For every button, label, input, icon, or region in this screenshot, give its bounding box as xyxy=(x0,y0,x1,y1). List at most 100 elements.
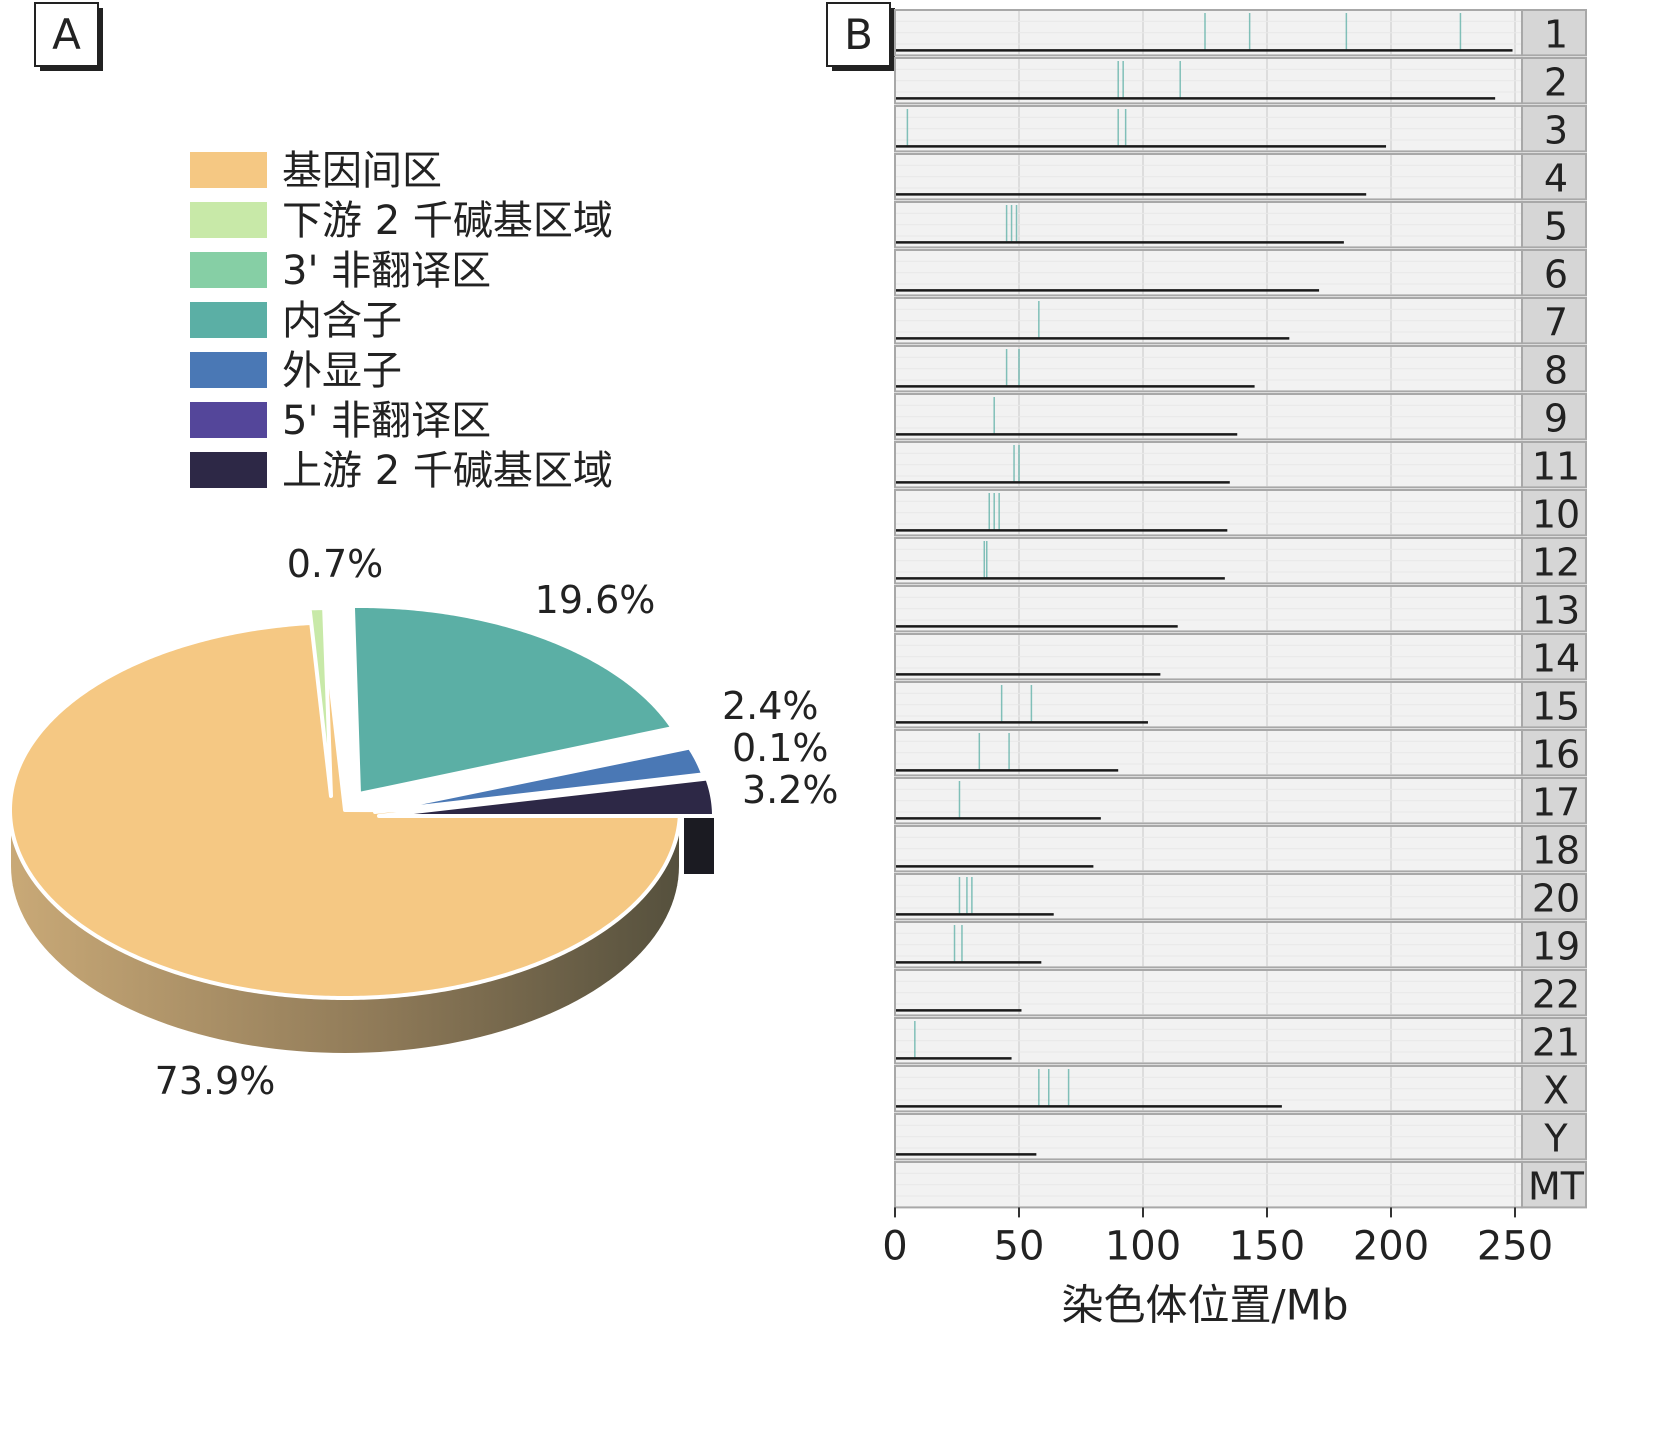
chrom-row-15: 15 xyxy=(894,681,1587,729)
chrom-strip xyxy=(1521,249,1587,297)
chrom-strip xyxy=(1521,729,1587,777)
pie-label-utr3: 0.1% xyxy=(732,726,829,770)
chrom-strip xyxy=(1521,489,1587,537)
chrom-strip xyxy=(1521,921,1587,969)
chrom-strip xyxy=(1521,585,1587,633)
x-tick-label: 100 xyxy=(1105,1223,1181,1269)
chrom-strip xyxy=(1521,1017,1587,1065)
chrom-row-13: 13 xyxy=(894,585,1587,633)
legend-item-downstream: 下游 2 千碱基区域 xyxy=(190,198,613,244)
legend-item-utr5: 5' 非翻译区 xyxy=(190,398,491,444)
chrom-row-12: 12 xyxy=(894,537,1587,585)
chrom-row-9: 9 xyxy=(894,393,1587,441)
chrom-name: 4 xyxy=(1544,156,1568,200)
pie-slice-upstream xyxy=(377,776,716,818)
chrom-row-22: 22 xyxy=(894,969,1587,1016)
pie-side-upstream xyxy=(684,818,714,874)
pie-slice-utr3 xyxy=(371,741,690,810)
chrom-row-8: 8 xyxy=(894,345,1587,393)
chrom-strip xyxy=(1521,1161,1587,1209)
legend-label: 3' 非翻译区 xyxy=(282,248,491,294)
chrom-strip xyxy=(1521,825,1587,873)
chrom-name: 16 xyxy=(1532,732,1580,776)
legend-swatch-utr5 xyxy=(190,402,267,438)
pie-label-intergenic: 73.9% xyxy=(155,1059,276,1103)
legend-swatch-upstream xyxy=(190,452,267,488)
chrom-strip xyxy=(1521,681,1587,729)
chrom-row-20: 20 xyxy=(894,873,1587,921)
chrom-row-4: 4 xyxy=(894,153,1587,201)
x-tick-label: 150 xyxy=(1229,1223,1305,1269)
chrom-row-19: 19 xyxy=(894,921,1587,969)
chrom-name: MT xyxy=(1528,1164,1585,1208)
pie-slice-exon xyxy=(373,745,706,814)
chrom-name: 14 xyxy=(1532,636,1580,680)
panel-b-label-text: B xyxy=(844,10,873,59)
chrom-row-MT: MT xyxy=(894,1161,1587,1209)
x-tick-label: 250 xyxy=(1477,1223,1553,1269)
x-tick-label: 50 xyxy=(994,1223,1045,1269)
pie-label-intron: 19.6% xyxy=(535,578,656,622)
chrom-name: 13 xyxy=(1532,588,1580,632)
legend-label: 内含子 xyxy=(282,298,402,344)
chrom-name: 6 xyxy=(1544,252,1568,296)
chromosome-panel: 12345678911101213141516171820192221XYMT0… xyxy=(882,9,1587,1329)
pie-label-upstream: 3.2% xyxy=(742,768,839,812)
chrom-row-5: 5 xyxy=(894,201,1587,249)
chrom-row-3: 3 xyxy=(894,105,1587,153)
chrom-name: 18 xyxy=(1532,828,1580,872)
chrom-name: 20 xyxy=(1532,876,1580,920)
legend-item-exon: 外显子 xyxy=(190,348,402,394)
chrom-row-10: 10 xyxy=(894,489,1587,537)
chrom-name: 11 xyxy=(1532,444,1580,488)
legend-swatch-intergenic xyxy=(190,152,267,188)
pie-label-downstream: 0.7% xyxy=(287,542,384,586)
chrom-strip xyxy=(1521,201,1587,249)
chrom-strip xyxy=(1521,537,1587,585)
pie-slice-intergenic xyxy=(8,620,682,1000)
x-tick-label: 0 xyxy=(882,1223,907,1269)
chrom-row-17: 17 xyxy=(894,777,1587,825)
panel-a-label-text: A xyxy=(52,10,81,59)
chrom-strip xyxy=(1521,105,1587,153)
x-axis-label: 染色体位置/Mb xyxy=(1061,1280,1348,1329)
legend-label: 下游 2 千碱基区域 xyxy=(282,198,613,244)
chrom-strip xyxy=(1521,873,1587,921)
pie-slice-intron xyxy=(350,604,675,796)
chrom-strip xyxy=(1521,297,1587,345)
legend-swatch-intron xyxy=(190,302,267,338)
chrom-row-14: 14 xyxy=(894,633,1587,680)
chrom-strip xyxy=(1521,1065,1587,1113)
chrom-row-16: 16 xyxy=(894,729,1587,777)
chrom-name: 12 xyxy=(1532,540,1580,584)
chrom-row-2: 2 xyxy=(894,57,1587,105)
panel-b-label: B xyxy=(826,2,895,71)
chrom-name: 5 xyxy=(1544,204,1568,248)
chrom-row-X: X xyxy=(894,1065,1587,1113)
pie-chart: 73.9% 0.7% 19.6% 0.1%2.4% 3.2% xyxy=(8,542,839,1103)
chrom-row-6: 6 xyxy=(894,249,1587,297)
chrom-name: 10 xyxy=(1532,492,1580,536)
chrom-name: 2 xyxy=(1544,60,1568,104)
chrom-strip xyxy=(1521,57,1587,105)
x-axis: 0 50 100 150 200 250 染色体位置/Mb xyxy=(882,1207,1553,1329)
chrom-name: 21 xyxy=(1532,1020,1580,1064)
legend-label: 上游 2 千碱基区域 xyxy=(282,448,613,494)
legend-item-intron: 内含子 xyxy=(190,298,402,344)
chrom-strip xyxy=(1521,9,1587,57)
legend-item-intergenic: 基因间区 xyxy=(190,148,442,194)
chrom-name: 1 xyxy=(1544,12,1568,56)
chrom-row-7: 7 xyxy=(894,297,1587,345)
chrom-strip xyxy=(1521,153,1587,201)
legend-label: 外显子 xyxy=(282,348,402,394)
legend-item-utr3: 3' 非翻译区 xyxy=(190,248,491,294)
chrom-strip xyxy=(1521,777,1587,825)
chrom-row-21: 21 xyxy=(894,1017,1587,1065)
panel-a-label: A xyxy=(34,2,103,71)
legend-label: 5' 非翻译区 xyxy=(282,398,491,444)
legend-label: 基因间区 xyxy=(282,148,442,194)
legend-swatch-utr3 xyxy=(190,252,267,288)
chrom-name: 7 xyxy=(1544,300,1568,344)
chrom-strip xyxy=(1521,393,1587,441)
